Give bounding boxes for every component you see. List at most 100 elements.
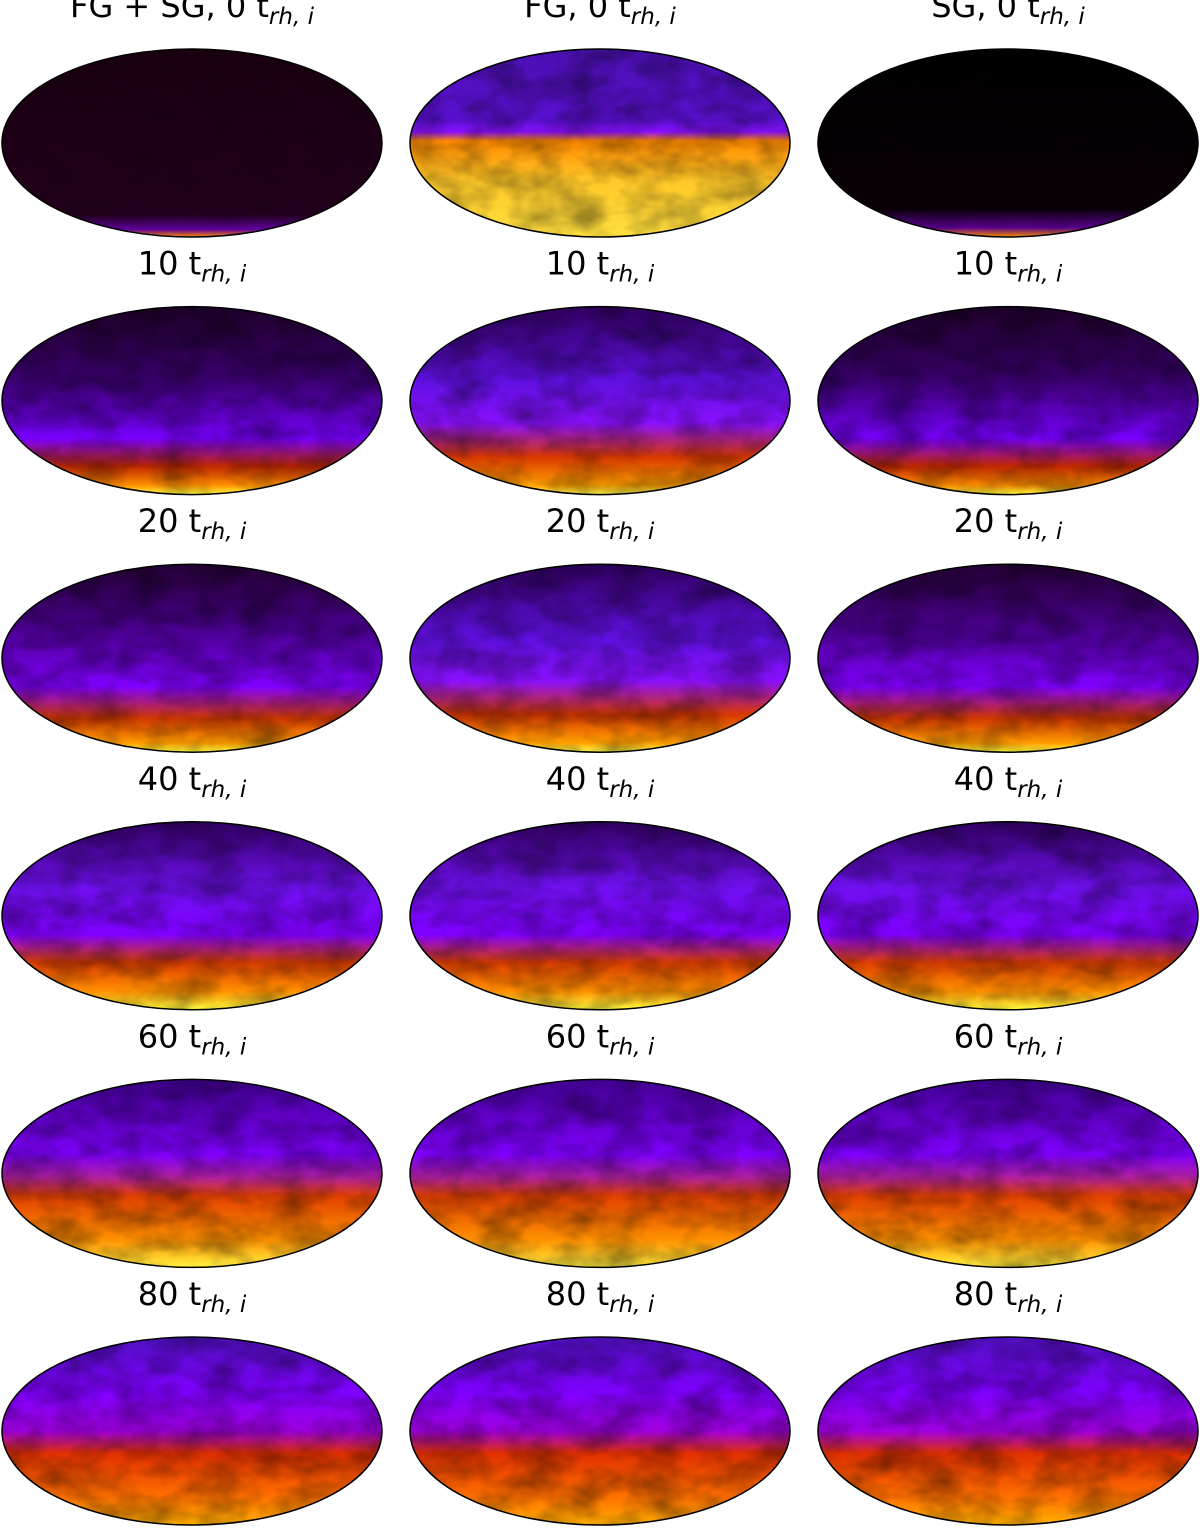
title-text: 10 t xyxy=(138,245,201,283)
map-texture xyxy=(410,821,790,1010)
map-texture xyxy=(2,1337,382,1525)
map-border xyxy=(409,305,791,496)
map-border xyxy=(409,48,791,238)
title-subscript: rh, i xyxy=(201,1034,247,1060)
title-subscript: rh, i xyxy=(609,777,655,803)
map-texture xyxy=(818,1079,1198,1268)
title-text: 80 t xyxy=(546,1275,609,1313)
title-subscript: rh, i xyxy=(609,1292,655,1318)
title-subscript: rh, i xyxy=(1017,262,1063,288)
title-subscript: rh, i xyxy=(201,1292,247,1318)
map-border xyxy=(409,821,791,1011)
panel-title: 10 trh, i xyxy=(954,245,1063,288)
map-border xyxy=(1,1078,383,1269)
panel: SG, 0 trh, i xyxy=(817,0,1199,238)
title-text: 80 t xyxy=(954,1275,1017,1313)
panel: 10 trh, i xyxy=(817,245,1199,496)
title-text: 80 t xyxy=(138,1275,201,1313)
panel: 20 trh, i xyxy=(817,502,1199,753)
map-border xyxy=(409,1336,791,1526)
title-text: FG + SG, 0 t xyxy=(70,0,269,25)
panel-title: 20 trh, i xyxy=(954,502,1063,545)
map-border xyxy=(1,821,383,1011)
panel-title: 40 trh, i xyxy=(954,760,1063,803)
panel-title: FG + SG, 0 trh, i xyxy=(70,0,315,30)
panel-title: 60 trh, i xyxy=(954,1017,1063,1060)
title-subscript: rh, i xyxy=(609,262,655,288)
title-subscript: rh, i xyxy=(201,262,247,288)
panel: 80 trh, i xyxy=(817,1275,1199,1526)
map-texture xyxy=(818,564,1198,753)
panel-title: SG, 0 trh, i xyxy=(931,0,1085,30)
title-text: 40 t xyxy=(138,760,201,798)
title-subscript: rh, i xyxy=(1017,1292,1063,1318)
panel-title: 60 trh, i xyxy=(138,1017,247,1060)
map-border xyxy=(409,1078,791,1269)
title-subscript: rh, i xyxy=(609,1034,655,1060)
map-texture xyxy=(2,49,382,237)
panel: FG + SG, 0 trh, i xyxy=(1,0,383,238)
title-text: 60 t xyxy=(546,1017,609,1055)
title-text: 20 t xyxy=(954,502,1017,540)
map-border xyxy=(1,48,383,238)
title-text: 60 t xyxy=(138,1017,201,1055)
map-texture xyxy=(410,306,790,495)
title-text: FG, 0 t xyxy=(524,0,631,25)
panel: 80 trh, i xyxy=(409,1275,791,1526)
title-subscript: rh, i xyxy=(269,4,315,30)
panel-title: 40 trh, i xyxy=(138,760,247,803)
title-text: 60 t xyxy=(954,1017,1017,1055)
title-text: 10 t xyxy=(546,245,609,283)
title-subscript: rh, i xyxy=(1040,4,1086,30)
panel: 10 trh, i xyxy=(409,245,791,496)
map-texture xyxy=(2,564,382,753)
panel-title: 80 trh, i xyxy=(138,1275,247,1318)
panel-title: 10 trh, i xyxy=(138,245,247,288)
title-subscript: rh, i xyxy=(1017,1034,1063,1060)
panel-title: 20 trh, i xyxy=(546,502,655,545)
map-texture xyxy=(410,564,790,753)
map-border xyxy=(817,563,1199,753)
panel: 60 trh, i xyxy=(409,1017,791,1269)
panel-title: FG, 0 trh, i xyxy=(524,0,676,30)
map-border xyxy=(1,1336,383,1526)
panel: 10 trh, i xyxy=(1,245,383,496)
title-subscript: rh, i xyxy=(1017,519,1063,545)
title-subscript: rh, i xyxy=(201,777,247,803)
panel: 60 trh, i xyxy=(1,1017,383,1269)
map-border xyxy=(1,563,383,753)
panel: 60 trh, i xyxy=(817,1017,1199,1269)
panel: 20 trh, i xyxy=(1,502,383,753)
map-texture xyxy=(410,1079,790,1268)
map-texture xyxy=(818,49,1198,237)
panel: 80 trh, i xyxy=(1,1275,383,1526)
panel-title: 10 trh, i xyxy=(546,245,655,288)
title-subscript: rh, i xyxy=(201,519,247,545)
panel: 20 trh, i xyxy=(409,502,791,753)
map-border xyxy=(817,48,1199,238)
title-text: 20 t xyxy=(546,502,609,540)
title-text: 40 t xyxy=(546,760,609,798)
map-border xyxy=(409,563,791,753)
map-texture xyxy=(2,821,382,1010)
title-text: 40 t xyxy=(954,760,1017,798)
panel-title: 20 trh, i xyxy=(138,502,247,545)
map-texture xyxy=(2,306,382,495)
map-border xyxy=(817,821,1199,1011)
map-texture xyxy=(818,306,1198,495)
map-texture xyxy=(818,1337,1198,1525)
panel: FG, 0 trh, i xyxy=(409,0,791,238)
map-texture xyxy=(410,1337,790,1525)
panel-title: 80 trh, i xyxy=(546,1275,655,1318)
map-border xyxy=(817,1336,1199,1526)
title-subscript: rh, i xyxy=(1017,777,1063,803)
panel: 40 trh, i xyxy=(1,760,383,1011)
title-subscript: rh, i xyxy=(631,4,677,30)
panel-title: 40 trh, i xyxy=(546,760,655,803)
map-texture xyxy=(2,1079,382,1268)
title-text: 20 t xyxy=(138,502,201,540)
map-texture xyxy=(410,49,790,237)
panel-title: 80 trh, i xyxy=(954,1275,1063,1318)
